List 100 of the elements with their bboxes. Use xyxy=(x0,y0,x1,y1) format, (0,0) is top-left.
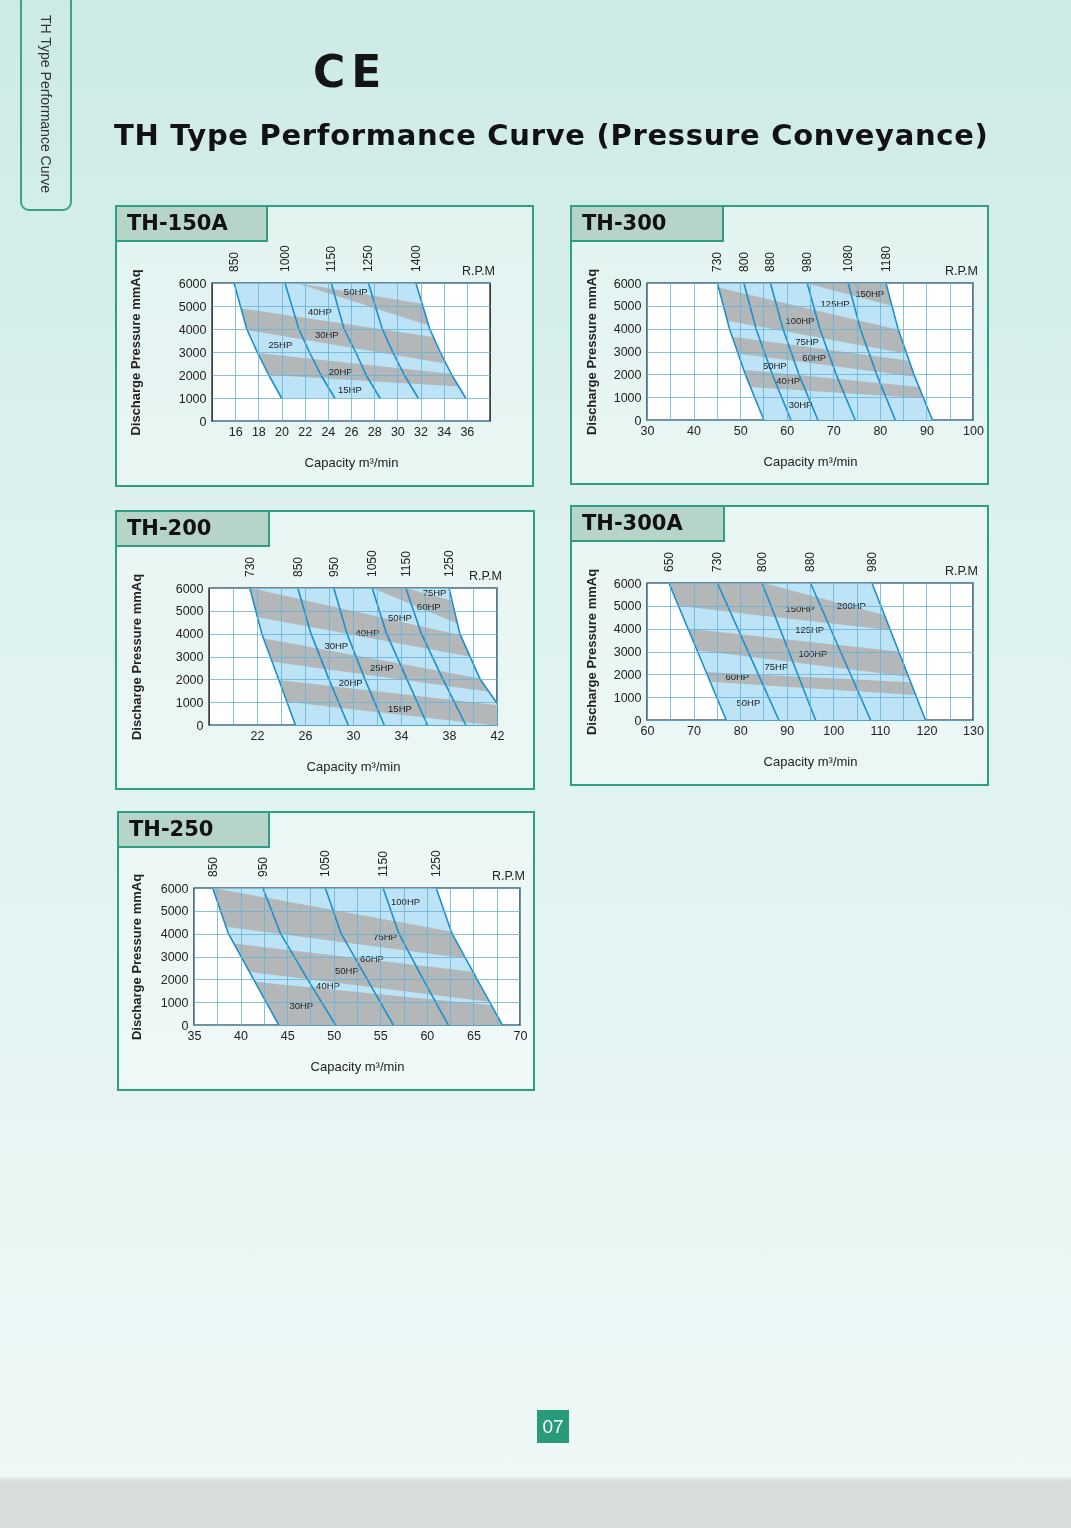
x-tick-label: 45 xyxy=(280,1028,295,1043)
x-tick-label: 65 xyxy=(466,1028,481,1043)
annotation: 25HP xyxy=(268,339,293,351)
annotation: 30HP xyxy=(324,640,349,652)
y-axis-title: Discharge Pressure mmAq xyxy=(128,573,144,741)
text: 850 xyxy=(205,856,220,877)
text: 850 xyxy=(227,251,242,272)
y-tick-label: 4000 xyxy=(160,927,189,942)
line-series xyxy=(716,282,765,421)
y-tick-label: 4000 xyxy=(613,622,642,637)
line-series xyxy=(415,282,467,399)
annotation: 50HP xyxy=(343,286,368,298)
annotation: 25HP xyxy=(369,661,394,673)
annotation: 75HP xyxy=(764,660,789,672)
text: 1150 xyxy=(376,850,391,877)
y-tick-label: 1000 xyxy=(613,390,642,405)
text: 1000 xyxy=(277,244,292,272)
x-tick-label: 50 xyxy=(733,423,748,438)
x-tick-label: 100 xyxy=(963,423,984,438)
text: R.P.M xyxy=(944,264,978,278)
x-tick-label: 70 xyxy=(687,723,702,738)
y-tick-label: 2000 xyxy=(613,367,642,382)
annotation: 30HP xyxy=(788,399,813,411)
x-axis-title: Capacity m³/min xyxy=(310,1058,405,1074)
line-series xyxy=(211,887,280,1026)
text: 650 xyxy=(661,551,676,572)
y-tick-label: 5000 xyxy=(178,299,207,314)
x-tick-label: 50 xyxy=(327,1028,342,1043)
x-tick-label: 20 xyxy=(275,424,289,439)
y-tick-label: 6000 xyxy=(160,881,189,896)
annotation: 150HP xyxy=(785,602,815,614)
annotation: 150HP xyxy=(855,288,885,300)
x-tick-label: 60 xyxy=(420,1028,435,1043)
line-series xyxy=(448,587,498,705)
text: 1150 xyxy=(324,245,339,272)
y-tick-label: 2000 xyxy=(160,972,189,987)
y-tick-label: 3000 xyxy=(613,645,642,659)
annotation: 50HP xyxy=(388,611,412,623)
annotation: 100HP xyxy=(785,314,815,326)
x-axis-title: Capacity m³/min xyxy=(306,758,401,774)
y-tick-label: 3000 xyxy=(160,950,189,964)
x-tick-label: 130 xyxy=(963,723,984,738)
text: 730 xyxy=(710,551,725,572)
x-tick-label: 60 xyxy=(640,723,655,738)
text: 1180 xyxy=(878,245,893,272)
line-series xyxy=(885,282,934,421)
y-tick-label: 6000 xyxy=(613,576,642,591)
annotation: 60HP xyxy=(802,352,827,364)
y-tick-label: 6000 xyxy=(175,581,204,596)
x-tick-label: 22 xyxy=(298,424,313,439)
x-tick-label: 90 xyxy=(919,423,934,438)
text: 1050 xyxy=(318,849,333,877)
x-tick-label: 36 xyxy=(460,424,475,439)
text: R.P.M xyxy=(491,869,525,883)
y-tick-label: 5000 xyxy=(175,604,204,619)
x-tick-label: 35 xyxy=(187,1028,202,1043)
y-tick-label: 1000 xyxy=(613,690,642,705)
annotation: 30HP xyxy=(314,328,339,340)
annotation: 20HP xyxy=(338,676,363,688)
annotation: 50HP xyxy=(736,697,761,709)
y-tick-label: 1000 xyxy=(175,695,204,710)
text: 980 xyxy=(864,551,879,572)
text: R.P.M xyxy=(468,569,502,583)
text: CE xyxy=(313,46,388,97)
annotation: 60HP xyxy=(725,670,750,682)
text: TH Type Performance Curve xyxy=(38,14,54,193)
y-tick-label: 3000 xyxy=(613,345,642,359)
x-axis-title: Capacity m³/min xyxy=(763,753,858,769)
text: 800 xyxy=(736,251,751,272)
y-tick-label: 0 xyxy=(181,1018,189,1033)
annotation: 60HP xyxy=(416,601,441,613)
text: 850 xyxy=(290,556,305,577)
x-tick-label: 40 xyxy=(687,423,702,438)
text: 880 xyxy=(763,251,778,272)
text: 1150 xyxy=(398,550,413,577)
annotation: 40HP xyxy=(355,626,380,638)
x-tick-label: 30 xyxy=(640,423,655,438)
y-tick-label: 5000 xyxy=(613,599,642,614)
y-tick-label: 2000 xyxy=(178,368,207,383)
line-series xyxy=(435,887,504,1026)
text: 1050 xyxy=(365,549,380,577)
x-tick-label: 26 xyxy=(344,424,359,439)
annotation: 100HP xyxy=(391,895,421,907)
text: 07 xyxy=(542,1415,564,1438)
x-tick-label: 34 xyxy=(437,424,452,439)
x-tick-label: 42 xyxy=(490,728,505,743)
text: 1080 xyxy=(841,244,856,272)
y-axis-title: Discharge Pressure mmAq xyxy=(128,873,144,1041)
text: 1250 xyxy=(442,549,456,577)
annotation: 75HP xyxy=(373,930,397,942)
y-tick-label: 4000 xyxy=(175,627,204,642)
text: 1400 xyxy=(408,244,423,272)
y-tick-label: 1000 xyxy=(160,995,189,1010)
y-axis-title: Discharge Pressure mmAq xyxy=(127,269,143,436)
y-axis-title: Discharge Pressure mmAq xyxy=(583,568,599,736)
annotation: 75HP xyxy=(795,336,819,348)
text: TH Type Performance Curve (Pressure Conveyance) xyxy=(114,118,989,153)
y-tick-label: 6000 xyxy=(613,276,642,291)
annotation: 75HP xyxy=(422,586,447,598)
x-tick-label: 80 xyxy=(873,423,888,438)
